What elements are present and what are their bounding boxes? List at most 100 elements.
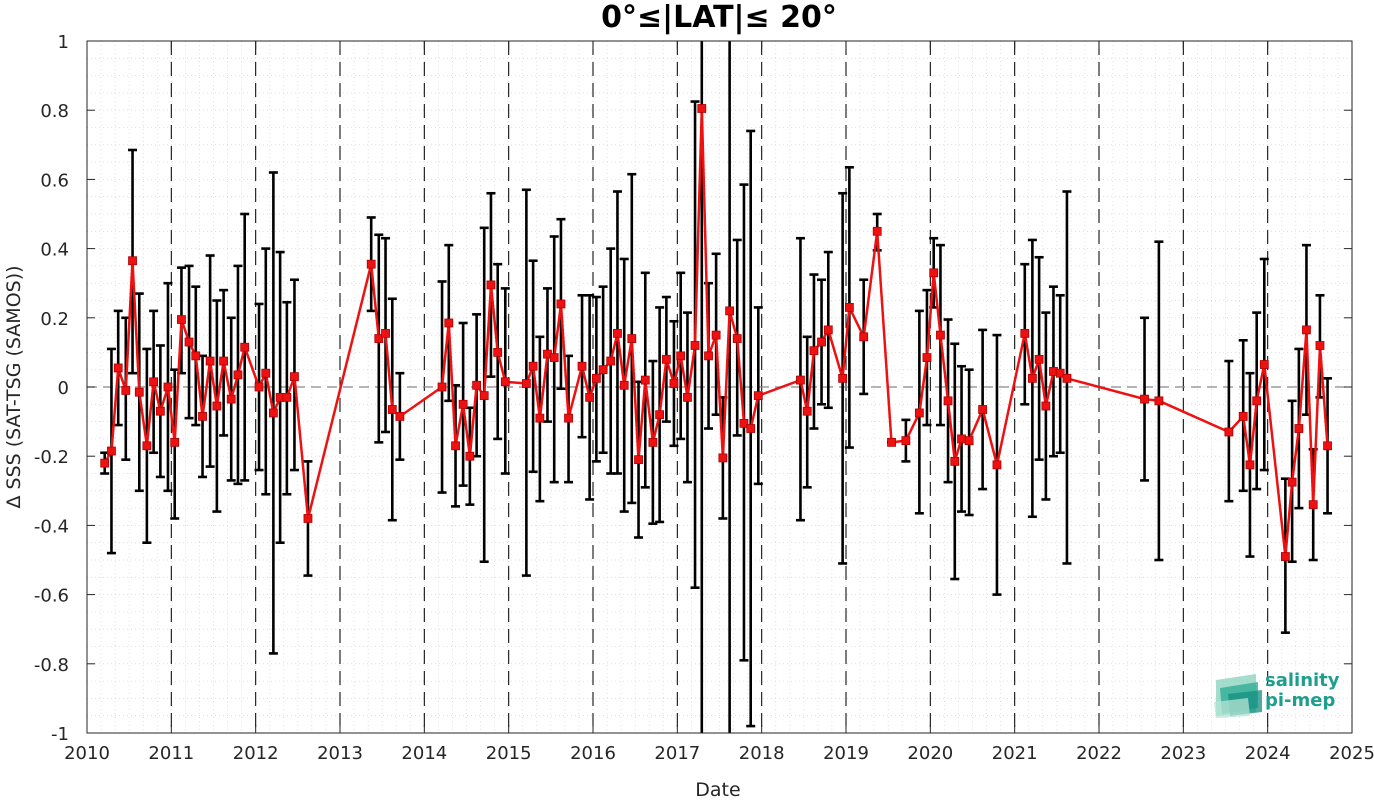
data-point-marker (929, 268, 939, 278)
data-point-marker (191, 351, 201, 361)
data-point-marker (290, 372, 299, 382)
data-point-marker (226, 394, 236, 404)
y-tick-label: 1 (58, 32, 69, 53)
data-point-marker (374, 334, 384, 343)
data-point-marker (648, 437, 658, 447)
x-tick-label: 2018 (739, 743, 785, 764)
data-point-marker (444, 318, 454, 328)
data-point-marker (1280, 552, 1290, 561)
x-tick-label: 2013 (317, 743, 363, 764)
x-tick-label: 2010 (64, 743, 110, 764)
logo-text-line2: pi-mep (1265, 690, 1335, 711)
data-point-marker (1154, 396, 1164, 406)
data-point-marker (725, 306, 735, 316)
y-tick-label: 0.2 (40, 309, 69, 330)
data-point-marker (887, 437, 896, 447)
data-point-marker (613, 328, 622, 338)
data-point-marker (113, 363, 123, 373)
data-point-marker (1055, 368, 1065, 378)
data-point-marker (619, 380, 629, 390)
data-point-marker (922, 353, 932, 362)
data-point-marker (914, 408, 924, 418)
data-point-marker (718, 453, 728, 463)
data-point-marker (1238, 412, 1248, 421)
data-point-marker (1034, 354, 1044, 364)
y-tick-label: 0.4 (40, 240, 69, 261)
data-point-marker (634, 455, 643, 465)
x-axis-label: Date (695, 779, 740, 801)
logo-text-line1: salinity (1265, 670, 1340, 691)
data-point-marker (859, 332, 869, 342)
x-tick-label: 2020 (907, 743, 953, 764)
data-point-marker (901, 436, 911, 446)
data-point-marker (128, 256, 137, 266)
data-point-marker (493, 347, 503, 357)
data-point-marker (564, 413, 573, 423)
data-point-marker (964, 436, 974, 446)
data-point-marker (1315, 341, 1325, 350)
data-point-marker (802, 406, 812, 416)
data-point-marker (732, 334, 742, 343)
data-point-marker (1294, 424, 1304, 433)
data-point-marker (683, 392, 692, 402)
data-point-marker (640, 375, 650, 385)
data-point-marker (1062, 373, 1072, 383)
salinity-pi-mep-logo: salinity pi-mep (1214, 670, 1340, 718)
data-point-marker (219, 356, 229, 366)
data-point-marker (1252, 396, 1262, 406)
data-point-marker (746, 424, 756, 433)
data-point-marker (739, 418, 749, 428)
x-tick-label: 2022 (1076, 743, 1122, 764)
y-tick-label: -0.8 (34, 655, 69, 676)
data-point-marker (500, 377, 510, 387)
data-point-marker (943, 396, 953, 406)
data-point-marker (472, 380, 482, 390)
axis-ticks (86, 40, 1353, 734)
y-tick-labels: 1 0.8 0.6 0.4 0.2 0 -0.2 -0.4 -0.6 -0.8 -1 (34, 32, 69, 745)
data-point-marker (198, 412, 207, 421)
data-point-marker (655, 410, 665, 420)
data-point-marker (676, 351, 686, 361)
y-tick-label: 0 (58, 378, 69, 399)
data-point-marker (535, 413, 545, 423)
data-point-marker (1027, 373, 1037, 383)
data-point-marker (521, 379, 531, 388)
data-point-marker (205, 356, 215, 366)
x-tick-label: 2017 (654, 743, 700, 764)
data-point-marker (381, 328, 390, 338)
data-point-marker (121, 386, 131, 395)
data-point-marker (872, 226, 882, 236)
y-tick-label: 0.8 (40, 101, 69, 122)
data-point-marker (697, 104, 707, 113)
x-tick-label: 2024 (1245, 743, 1291, 764)
data-point-marker (753, 391, 763, 401)
data-point-marker (155, 406, 165, 416)
x-tick-label: 2015 (486, 743, 532, 764)
series-line (103, 107, 1329, 558)
data-point-marker (1041, 401, 1051, 411)
data-point-marker (366, 259, 376, 269)
data-point-marker (107, 446, 116, 456)
data-point-marker (142, 441, 152, 451)
y-axis-label: Δ SSS (SAT-TSG (SAMOS)) (3, 265, 25, 508)
data-point-marker (134, 387, 144, 397)
data-point-marker (465, 451, 475, 461)
data-point-marker (1224, 427, 1234, 437)
data-point-marker (1302, 325, 1311, 335)
data-point-marker (149, 377, 159, 387)
data-point-marker (100, 458, 110, 468)
data-point-marker (254, 382, 264, 392)
data-point-marker (844, 303, 854, 312)
data-point-marker (261, 368, 271, 378)
data-point-marker (1245, 460, 1255, 470)
data-point-marker (591, 373, 601, 383)
data-point-marker (838, 373, 848, 383)
y-tick-label: -1 (51, 724, 69, 745)
x-tick-label: 2011 (148, 743, 194, 764)
data-point-marker (669, 379, 679, 388)
x-tick-label: 2023 (1160, 743, 1206, 764)
data-point-marker (486, 280, 496, 290)
data-point-marker (437, 382, 447, 392)
chart-title: 0°≤|LAT|≤ 20° (601, 0, 837, 35)
